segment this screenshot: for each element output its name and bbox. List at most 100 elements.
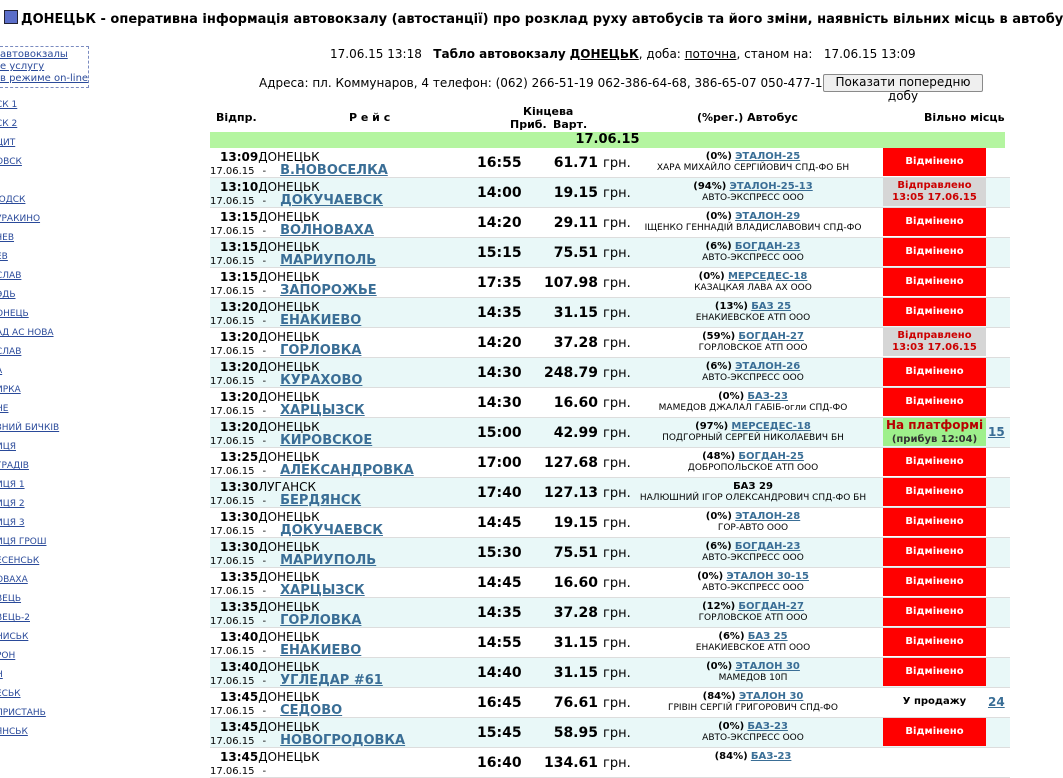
departure-date: 17.06.15 (210, 646, 255, 657)
bus-model-link[interactable]: БАЗ 25 (747, 631, 788, 642)
sidebar-station-link[interactable]: ЧЕВ (0, 233, 15, 243)
destination-link[interactable]: ХАРЦЫЗСК (280, 583, 365, 598)
bus-model-link[interactable]: ЭТАЛОН-25-13 (729, 181, 813, 192)
destination-link[interactable]: КУРАХОВО (280, 373, 363, 388)
sidebar-station-link[interactable]: ОВАХА (0, 575, 28, 585)
bus-model-link[interactable]: ЭТАЛОН 30-15 (726, 571, 809, 582)
sidebar-station-link[interactable]: Н (0, 670, 3, 680)
sidebar-station-link[interactable]: ИЦЯ (0, 442, 16, 452)
currency: грн. (603, 366, 631, 381)
bus-model-link[interactable]: ЭТАЛОН-29 (735, 211, 801, 222)
status-cancelled: Відмінено (883, 478, 986, 506)
free-seats-link[interactable]: 15 (988, 425, 1005, 439)
sidebar-station-link[interactable]: ПРИСТАНЬ (0, 708, 46, 718)
sidebar-station-link[interactable]: ВЕЦЬ (0, 594, 22, 604)
sidebar-station-link[interactable]: НЕ (0, 404, 9, 414)
status-cancelled: Відмінено (883, 628, 986, 656)
sidebar-station-link[interactable]: ИЦЯ 1 (0, 480, 25, 490)
sidebar-station-link[interactable]: ИЦЯ ГРОШ (0, 537, 47, 547)
sidebar-station-link[interactable]: ЕВ (0, 252, 8, 262)
sidebar-station-link[interactable]: РОН (0, 651, 16, 661)
destination-link[interactable]: ДОКУЧАЕВСК (280, 193, 383, 208)
bus-info: (94%) ЭТАЛОН-25-13 АВТО-ЭКСПРЕСС ООО (618, 181, 888, 204)
sidebar-station-link[interactable]: ЭДЬ (0, 290, 16, 300)
bus-model-link[interactable]: БАЗ-23 (747, 391, 788, 402)
sidebar-station-link[interactable]: СК 2 (0, 119, 18, 129)
bus-model-link[interactable]: ЭТАЛОН-25 (735, 151, 801, 162)
bus-info: (59%) БОГДАН-27 ГОРЛОВСКОЕ АТП ООО (618, 331, 888, 354)
destination-link[interactable]: ХАРЦЫЗСК (280, 403, 365, 418)
sidebar-station-link[interactable]: ЮДСК (0, 195, 26, 205)
destination-link[interactable]: МАРИУПОЛЬ (280, 253, 377, 268)
sidebar-station-link[interactable]: СЛАВ (0, 347, 22, 357)
bus-model-link[interactable]: БАЗ-23 (747, 721, 788, 732)
bus-model-link[interactable]: БОГДАН-23 (734, 541, 801, 552)
destination-link[interactable]: ЗАПОРОЖЬЕ (280, 283, 377, 298)
sidebar-station-link[interactable]: ЕСЕНСЬК (0, 556, 40, 566)
bus-model-link[interactable]: ЭТАЛОН-28 (735, 511, 801, 522)
bus-model-link[interactable]: БОГДАН-27 (738, 601, 804, 612)
bus-model-link[interactable]: БАЗ 25 (751, 301, 792, 312)
arrival-time: 14:55 (477, 635, 522, 651)
sidebar-station-link[interactable]: НИСЬК (0, 632, 29, 642)
destination-link[interactable]: ЕНАКИЕВО (280, 313, 362, 328)
sidebar-station-link[interactable]: ВЕЦЬ-2 (0, 613, 30, 623)
destination-link[interactable]: В.НОВОСЕЛКА (280, 163, 388, 178)
sidebar-station-link[interactable]: ОВСК (0, 157, 22, 167)
sidebar-station-link[interactable]: УРАКИНО (0, 214, 41, 224)
sidebar-top-link[interactable]: в режиме on-line (0, 73, 89, 84)
bus-model-link[interactable]: БОГДАН-23 (734, 241, 801, 252)
bus-model-link[interactable]: МЕРСЕДЕС-18 (727, 271, 808, 282)
previous-day-button[interactable]: Показати попередню добу (823, 74, 983, 103)
departure: 13:20ДОНЕЦЬК (220, 300, 320, 314)
bus-model-link[interactable]: ЭТАЛОН 30 (735, 661, 800, 672)
sidebar-top-link[interactable]: е услугу (0, 61, 45, 72)
sidebar-station-link[interactable]: ИЦЯ 2 (0, 499, 25, 509)
destination-link[interactable]: ВОЛНОВАХА (280, 223, 374, 238)
doba-link[interactable]: поточна (684, 47, 737, 61)
ticket-price: 42.99 (553, 425, 598, 441)
carrier-name: АВТО-ЭКСПРЕСС ООО (702, 193, 804, 203)
origin: ДОНЕЦЬК (258, 690, 320, 704)
carrier-name: НАЛЮШНИЙ ІГОР ОЛЕКСАНДРОВИЧ СПД-ФО БН (639, 493, 867, 503)
tablo-info: 17.06.15 13:18 Табло автовокзалу ДОНЕЦЬК… (330, 47, 916, 61)
reg-percent: (0%) (718, 721, 745, 732)
destination-link[interactable]: МАРИУПОЛЬ (280, 553, 377, 568)
bus-model-link[interactable]: БАЗ-23 (750, 751, 792, 762)
sidebar-station-link[interactable]: А (0, 366, 2, 376)
destination-link[interactable]: СЕДОВО (280, 703, 343, 718)
separator-dash: - (262, 706, 267, 717)
sidebar-station-link[interactable]: ЕСЬК (0, 689, 21, 699)
destination-link[interactable]: АЛЕКСАНДРОВКА (280, 463, 414, 478)
destination-link[interactable]: КИРОВСКОЕ (280, 433, 373, 448)
bus-model-link[interactable]: БОГДАН-25 (738, 451, 804, 462)
bus-model-link[interactable]: БОГДАН-27 (738, 331, 804, 342)
sidebar-station-link[interactable]: ИЦЯ 3 (0, 518, 25, 528)
sidebar-station-link[interactable]: СК 1 (0, 100, 18, 110)
destination-link[interactable]: ЕНАКИЕВО (280, 643, 362, 658)
sidebar-station-link[interactable]: АД АС НОВА (0, 328, 54, 338)
separator-dash: - (262, 166, 267, 177)
bus-model-link[interactable]: ЭТАЛОН 30 (738, 691, 804, 702)
sidebar-station-link[interactable]: ЯНСЬК (0, 727, 28, 737)
sidebar-station-link[interactable]: ГРАДІВ (0, 461, 29, 471)
destination-link[interactable]: ГОРЛОВКА (280, 343, 362, 358)
destination-link[interactable]: НОВОГРОДОВКА (280, 733, 406, 748)
sidebar-station-link[interactable]: ИРКА (0, 385, 21, 395)
origin: ДОНЕЦЬК (258, 540, 320, 554)
sidebar-station-link[interactable]: ЗНИЙ БИЧКІВ (0, 423, 60, 433)
departure-date-line: 17.06.15- БЕРДЯНСК (210, 493, 361, 508)
sidebar-station-link[interactable]: ЦИТ (0, 138, 16, 148)
free-seats-link[interactable]: 24 (988, 695, 1005, 709)
destination-link[interactable]: УГЛЕДАР #61 (280, 673, 383, 688)
bus-model-link[interactable]: МЕРСЕДЕС-18 (731, 421, 811, 432)
destination-link[interactable]: БЕРДЯНСК (280, 493, 362, 508)
destination-link[interactable]: ДОКУЧАЕВСК (280, 523, 383, 538)
destination-link[interactable]: ГОРЛОВКА (280, 613, 362, 628)
departure-date-line: 17.06.15- КИРОВСКОЕ (210, 433, 372, 448)
sidebar-station-link[interactable]: СЛАВ (0, 271, 22, 281)
sidebar-top-link[interactable]: автовокзалы (0, 49, 68, 60)
bus-model-link[interactable]: ЭТАЛОН-26 (735, 361, 801, 372)
sidebar-station-link[interactable]: ОНЕЦЬ (0, 309, 29, 319)
departure-date: 17.06.15 (210, 616, 255, 627)
